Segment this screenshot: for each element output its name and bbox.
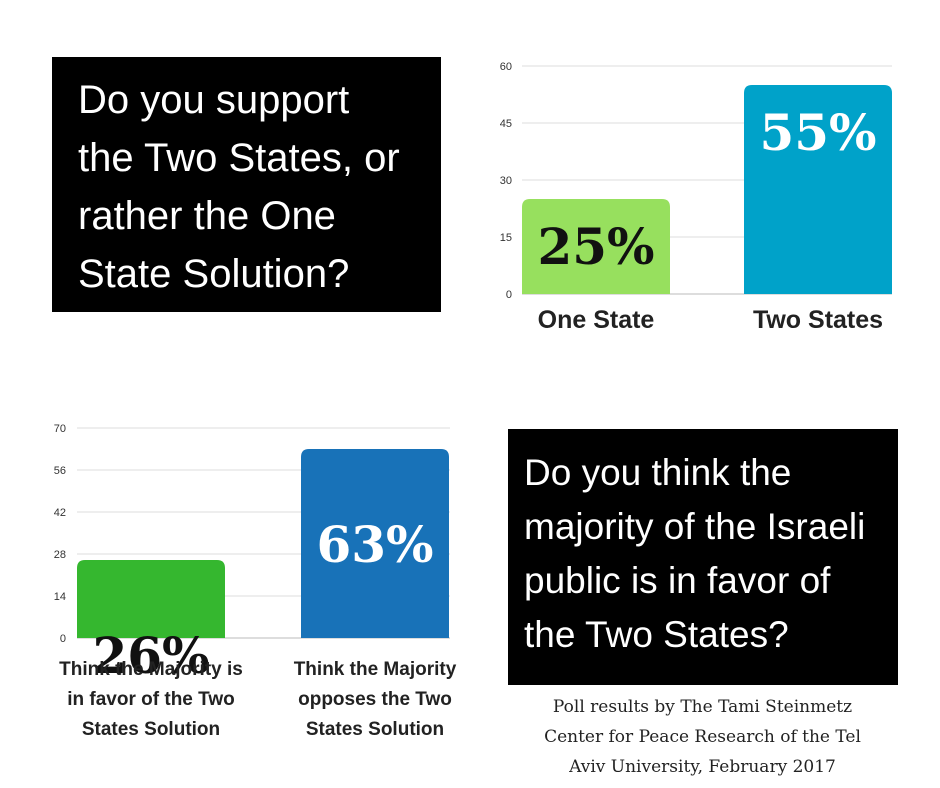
- question-line: Do you think the: [524, 452, 792, 493]
- category-label: opposes the Two: [298, 689, 452, 710]
- question-box-perceived-majority: Do you think the majority of the Israeli…: [508, 429, 898, 685]
- question-line: Do you support: [78, 78, 350, 122]
- bar-chart-perceived-majority: 0 14 28 42 56 70 26%Think the Majority is in fa…: [54, 423, 457, 740]
- y-tick-label: 56: [54, 465, 66, 477]
- question-line: the Two States, or: [78, 136, 400, 180]
- bar: [77, 560, 225, 638]
- category-label: Think the Majority is: [59, 659, 243, 680]
- source-credit: Poll results by The Tami Steinmetz Cente…: [500, 692, 905, 782]
- bar-value-label: 25%: [537, 217, 654, 276]
- y-tick-label: 14: [54, 591, 66, 603]
- question-line: the Two States?: [524, 614, 789, 655]
- bar: [744, 85, 892, 294]
- bar-chart-state-support: 0 15 30 45 60 25% One State 55% Two States: [500, 61, 892, 334]
- bar-value-label: 55%: [759, 103, 876, 162]
- credit-line: Poll results by The Tami Steinmetz: [552, 697, 853, 717]
- y-tick-label: 30: [500, 175, 512, 187]
- category-label: One State: [538, 306, 655, 334]
- question-line: majority of the Israeli: [524, 506, 866, 547]
- y-tick-label: 0: [506, 289, 512, 301]
- category-label: States Solution: [306, 719, 444, 740]
- y-tick-label: 42: [54, 507, 66, 519]
- y-tick-label: 15: [500, 232, 512, 244]
- bar-value-label: 26%: [92, 626, 209, 685]
- category-label: Think the Majority: [294, 659, 457, 680]
- question-line: public is in favor of: [524, 560, 831, 601]
- bar: [522, 199, 670, 294]
- question-line: rather the One: [78, 194, 336, 238]
- question-box-one-vs-two-states: Do you support the Two States, or rather…: [52, 57, 441, 312]
- credit-line: Center for Peace Research of the Tel: [544, 727, 861, 747]
- category-label: States Solution: [82, 719, 220, 740]
- bar-value-label: 63%: [316, 515, 433, 574]
- y-tick-label: 60: [500, 61, 512, 73]
- question-line: State Solution?: [78, 252, 350, 296]
- y-tick-label: 28: [54, 549, 66, 561]
- category-label: in favor of the Two: [67, 689, 234, 710]
- y-tick-label: 70: [54, 423, 66, 435]
- credit-line: Aviv University, February 2017: [569, 757, 836, 777]
- y-tick-label: 0: [60, 633, 66, 645]
- category-label: Two States: [753, 306, 883, 334]
- y-tick-label: 45: [500, 118, 512, 130]
- bar: [301, 449, 449, 638]
